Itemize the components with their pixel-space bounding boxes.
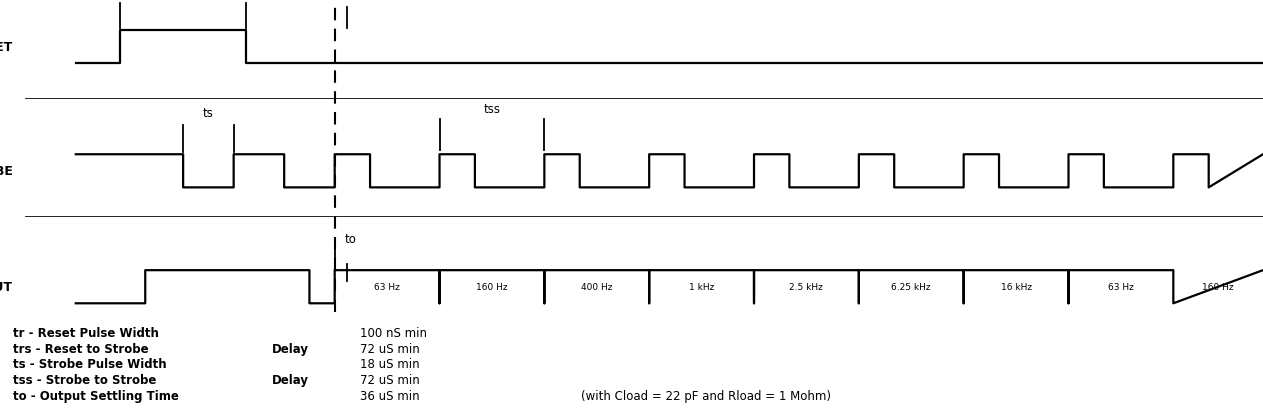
Text: 72 uS min: 72 uS min — [360, 342, 419, 355]
Text: 160 Hz: 160 Hz — [1202, 282, 1234, 292]
Text: to: to — [345, 232, 356, 245]
Text: tss: tss — [484, 103, 500, 116]
Text: OUTPUT: OUTPUT — [0, 280, 13, 294]
Text: Delay: Delay — [272, 342, 308, 355]
Text: ts - Strobe Pulse Width: ts - Strobe Pulse Width — [13, 357, 167, 370]
Text: 6.25 kHz: 6.25 kHz — [892, 282, 931, 292]
Text: 2.5 kHz: 2.5 kHz — [789, 282, 823, 292]
Text: 1 kHz: 1 kHz — [688, 282, 715, 292]
Text: ts: ts — [203, 107, 213, 120]
Text: to - Output Settling Time: to - Output Settling Time — [13, 389, 178, 402]
Text: 72 uS min: 72 uS min — [360, 373, 419, 386]
Text: 16 kHz: 16 kHz — [1000, 282, 1032, 292]
Text: Delay: Delay — [272, 373, 308, 386]
Text: tr - Reset Pulse Width: tr - Reset Pulse Width — [13, 326, 158, 339]
Text: 63 Hz: 63 Hz — [374, 282, 400, 292]
Text: 18 uS min: 18 uS min — [360, 357, 419, 370]
Text: 63 Hz: 63 Hz — [1108, 282, 1134, 292]
Text: 36 uS min: 36 uS min — [360, 389, 419, 402]
Text: 100 nS min: 100 nS min — [360, 326, 427, 339]
Text: 160 Hz: 160 Hz — [476, 282, 508, 292]
Text: tss - Strobe to Strobe: tss - Strobe to Strobe — [13, 373, 157, 386]
Text: trs - Reset to Strobe: trs - Reset to Strobe — [13, 342, 148, 355]
Text: 400 Hz: 400 Hz — [581, 282, 613, 292]
Text: RESET: RESET — [0, 41, 13, 54]
Text: STROBE: STROBE — [0, 165, 13, 178]
Text: (with Cload = 22 pF and Rload = 1 Mohm): (with Cload = 22 pF and Rload = 1 Mohm) — [581, 389, 831, 402]
